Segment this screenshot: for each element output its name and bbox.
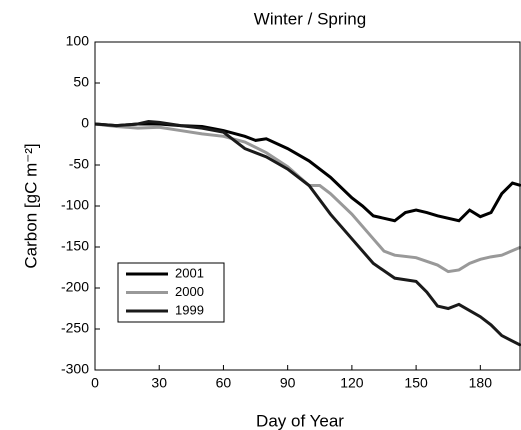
y-tick-label: 50 <box>73 74 89 90</box>
y-tick-label: -250 <box>61 320 89 336</box>
chart-title: Winter / Spring <box>254 9 366 28</box>
x-tick-label: 150 <box>404 375 428 391</box>
legend-label: 1999 <box>175 302 204 317</box>
y-tick-label: 0 <box>81 115 89 131</box>
x-tick-label: 30 <box>151 375 167 391</box>
x-tick-label: 60 <box>216 375 232 391</box>
y-tick-label: -150 <box>61 238 89 254</box>
x-tick-label: 180 <box>469 375 493 391</box>
plot-frame <box>94 41 521 371</box>
legend-label: 2001 <box>175 265 204 280</box>
x-axis-label: Day of Year <box>256 411 344 430</box>
y-tick-label: -100 <box>61 197 89 213</box>
x-tick-label: 0 <box>91 375 99 391</box>
line-series <box>94 120 521 347</box>
y-tick-label: -200 <box>61 279 89 295</box>
y-tick-label: -300 <box>61 361 89 377</box>
line-series <box>94 122 521 274</box>
x-tick-label: 120 <box>340 375 364 391</box>
y-tick-label: -50 <box>69 156 89 172</box>
y-axis-label: Carbon [gC m⁻²] <box>21 143 40 268</box>
legend-label: 2000 <box>175 284 204 299</box>
line-series <box>94 122 521 223</box>
x-tick-label: 90 <box>280 375 296 391</box>
y-tick-label: 100 <box>66 33 90 49</box>
